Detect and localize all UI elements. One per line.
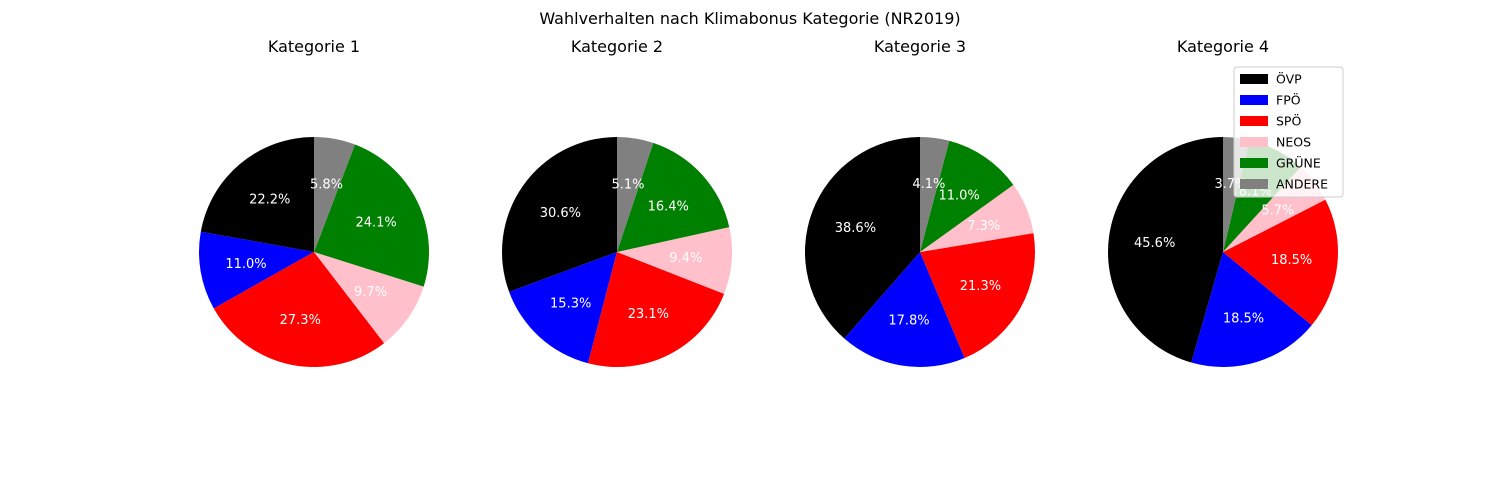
pie-slice-övp xyxy=(1107,137,1223,363)
pie-4: Kategorie 445.6%18.5%18.5%5.7%8.1%3.7% xyxy=(1107,37,1338,367)
pie-title: Kategorie 1 xyxy=(268,37,360,56)
slice-pct-label: 23.1% xyxy=(628,307,669,322)
slice-pct-label: 21.3% xyxy=(960,279,1001,294)
pie-slice-fpö xyxy=(198,231,314,309)
slice-pct-label: 5.1% xyxy=(612,177,645,192)
legend-swatch-grüne xyxy=(1240,158,1268,168)
pie-slice-andere xyxy=(617,137,654,252)
slice-pct-label: 16.4% xyxy=(648,199,689,214)
slice-pct-label: 5.7% xyxy=(1261,204,1294,219)
pie-slice-neos xyxy=(314,252,424,344)
legend-label: ANDERE xyxy=(1276,177,1328,192)
slice-pct-label: 22.2% xyxy=(249,193,290,208)
legend-label: FPÖ xyxy=(1276,92,1301,108)
legend-label: NEOS xyxy=(1276,135,1311,150)
pie-slice-neos xyxy=(920,184,1034,252)
slice-pct-label: 7.3% xyxy=(967,219,1000,234)
legend-label: GRÜNE xyxy=(1276,155,1321,171)
slice-pct-label: 11.0% xyxy=(225,257,266,272)
pie-slice-övp xyxy=(501,137,617,292)
pie-slice-fpö xyxy=(1191,252,1312,367)
chart-title: Wahlverhalten nach Klimabonus Kategorie … xyxy=(539,9,960,28)
legend-label: ÖVP xyxy=(1276,71,1302,87)
legend-swatch-fpö xyxy=(1240,95,1268,105)
legend-swatch-andere xyxy=(1240,179,1268,189)
slice-pct-label: 27.3% xyxy=(280,313,321,328)
pie-1: Kategorie 1 22.2% 11.0% 27.3% 9.7% 24.1% 5.8% xyxy=(198,37,430,368)
pie-slice-spö xyxy=(920,233,1035,358)
slice-pct-label: 18.5% xyxy=(1271,253,1312,268)
pie-title: Kategorie 3 xyxy=(874,37,966,56)
slice-pct-label: 5.8% xyxy=(310,178,343,193)
pie-2: Kategorie 2 30.6% 15.3% 23.1% 9.4% 16.4%5.1% xyxy=(501,37,732,367)
legend-swatch-övp xyxy=(1240,74,1268,84)
slice-pct-label: 15.3% xyxy=(550,297,591,312)
legend-swatch-neos xyxy=(1240,137,1268,147)
pie-slice-spö xyxy=(213,252,385,368)
legend-label: SPÖ xyxy=(1276,113,1301,129)
pie-slice-neos xyxy=(617,227,732,294)
pie-slice-grüne xyxy=(617,142,730,252)
pies-group: Kategorie 122.2%11.0%27.3%9.7%24.1%5.8%K… xyxy=(198,37,1338,368)
pie-title: Kategorie 4 xyxy=(1177,37,1269,56)
pie-slice-grüne xyxy=(920,140,1014,252)
pie-title: Kategorie 2 xyxy=(571,37,663,56)
legend: ÖVP FPÖ SPÖ NEOS GRÜNE ANDERE xyxy=(1233,66,1344,198)
legend-swatch-spö xyxy=(1240,116,1268,126)
slice-pct-label: 17.8% xyxy=(888,314,929,329)
pie-slice-fpö xyxy=(509,252,617,364)
pie-slice-andere xyxy=(314,137,355,252)
slice-pct-label: 9.7% xyxy=(354,285,387,300)
slice-pct-label: 30.6% xyxy=(540,206,581,221)
slice-pct-label: 4.1% xyxy=(912,177,945,192)
slice-pct-label: 38.6% xyxy=(835,221,876,236)
pie-slice-grüne xyxy=(314,144,430,287)
slice-pct-label: 18.5% xyxy=(1223,311,1264,326)
slice-pct-label: 45.6% xyxy=(1134,236,1175,251)
slice-pct-label: 11.0% xyxy=(938,189,979,204)
pie-slice-andere xyxy=(920,137,950,252)
pie-3: Kategorie 3 38.6% 17.8% 21.3% 7.3% 11.0%4.1% xyxy=(805,37,1035,367)
slice-pct-label: 9.4% xyxy=(669,251,702,266)
slice-pct-label: 24.1% xyxy=(355,215,396,230)
pie-slice-övp xyxy=(805,137,920,339)
pie-slice-övp xyxy=(200,137,314,252)
pie-slice-spö xyxy=(588,252,725,367)
pie-slice-spö xyxy=(1223,199,1338,326)
pie-slice-fpö xyxy=(844,252,965,367)
